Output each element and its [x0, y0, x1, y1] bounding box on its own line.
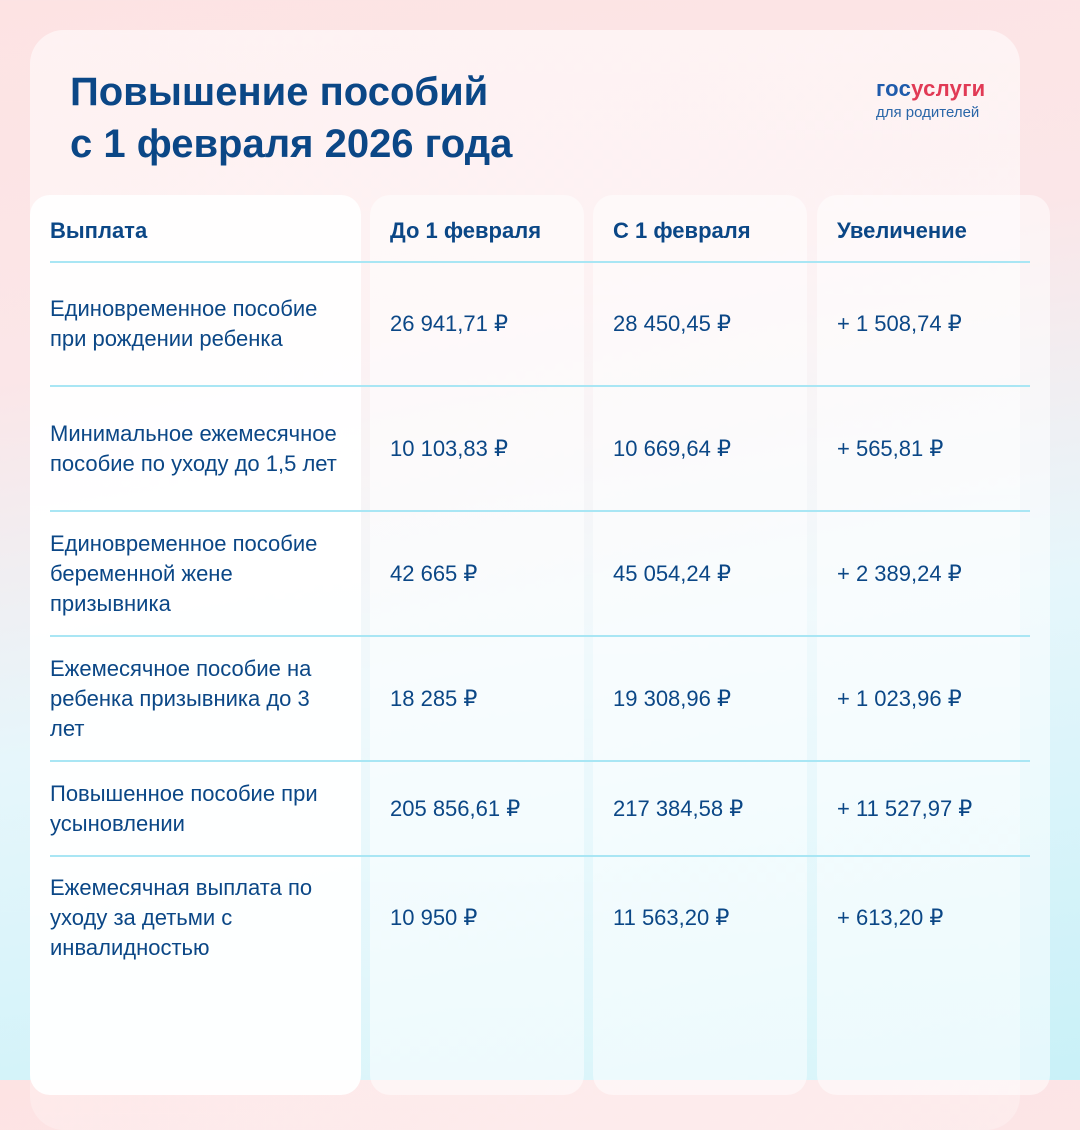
value-cell: 26 941,71 ₽ — [390, 311, 508, 336]
value-cell: 10 950 ₽ — [390, 905, 478, 930]
benefit-name-cell: Единовременное пособие при рождении ребе… — [50, 296, 318, 351]
row-divider — [50, 760, 1030, 762]
column-card — [30, 195, 361, 1095]
column-header: Выплата — [50, 218, 148, 243]
column-header: Увеличение — [837, 218, 967, 243]
value-cell: 10 103,83 ₽ — [390, 435, 508, 461]
value-cell: + 1 023,96 ₽ — [837, 685, 962, 711]
column-header: С 1 февраля — [613, 218, 751, 243]
logo-part: услуги — [911, 76, 986, 101]
row-divider — [50, 385, 1030, 387]
title-line: с 1 февраля 2026 года — [70, 122, 513, 166]
value-cell: 205 856,61 ₽ — [390, 795, 521, 821]
logo-subtitle: для родителей — [876, 104, 980, 121]
value-cell: 45 054,24 ₽ — [613, 560, 731, 586]
benefit-name-cell: Ежемесячная выплата по уходу за детьми с… — [50, 875, 313, 960]
value-cell: + 565,81 ₽ — [837, 435, 944, 461]
column-header: До 1 февраля — [390, 218, 542, 243]
row-divider — [50, 261, 1030, 263]
benefit-name-cell: Повышенное пособие при усыновлении — [50, 780, 318, 836]
row-divider — [50, 510, 1030, 512]
page-title: Повышение пособий с 1 февраля 2026 года — [70, 66, 512, 170]
value-cell: 11 563,20 ₽ — [613, 905, 730, 930]
value-cell: 19 308,96 ₽ — [613, 685, 731, 711]
value-cell: 10 669,64 ₽ — [613, 435, 731, 461]
column-card — [817, 195, 1050, 1095]
value-cell: 42 665 ₽ — [390, 560, 478, 586]
gosuslugi-logo: госуслуги для родителей — [876, 76, 986, 121]
row-divider — [50, 855, 1030, 857]
benefit-name-cell: Единовременное пособие беременной жене п… — [50, 530, 318, 616]
row-divider — [50, 635, 1030, 637]
value-cell: + 11 527,97 ₽ — [837, 795, 973, 821]
benefit-name-cell: Минимальное ежемесячное пособие по уходу… — [50, 420, 337, 476]
value-cell: 28 450,45 ₽ — [613, 311, 731, 336]
value-cell: 217 384,58 ₽ — [613, 795, 744, 821]
column-card — [370, 195, 584, 1095]
value-cell: + 2 389,24 ₽ — [837, 560, 962, 586]
title-line: Повышение пособий — [70, 70, 489, 114]
value-cell: 18 285 ₽ — [390, 685, 478, 711]
value-cell: + 1 508,74 ₽ — [837, 311, 962, 336]
value-cell: + 613,20 ₽ — [837, 905, 944, 930]
column-card — [593, 195, 807, 1095]
benefit-name-cell: Ежемесячное пособие на ребенка призывник… — [50, 655, 312, 741]
logo-part: гос — [876, 76, 912, 101]
